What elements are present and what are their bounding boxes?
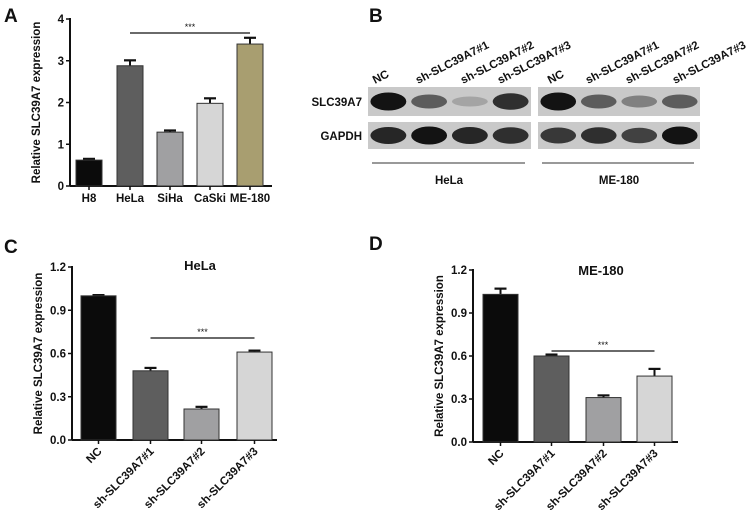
y-tick-label: 0.3: [451, 394, 467, 406]
blot-band: [411, 126, 448, 145]
bar-sh-slc39a7-2: [183, 405, 220, 441]
blot-band: [492, 93, 529, 110]
bar-sh-slc39a7-2: [585, 394, 622, 443]
blot-band: [411, 94, 448, 109]
blot-band: [621, 95, 658, 108]
y-tick-label: 4: [58, 14, 65, 26]
panel-letter-a: A: [4, 6, 18, 27]
chart-c-hela-bar-chart: 0.0 0.3 0.6 0.9 1.2 Relative SLC39A7 expressi…: [33, 258, 277, 511]
chart-d-me180-bar-chart: 0.0 0.3 0.6 0.9 1.2 Relative SLC39A7 expressi…: [434, 263, 678, 513]
blot-band: [580, 127, 617, 144]
blot-lane-label: NC: [371, 68, 391, 86]
bar-nc: [80, 294, 117, 441]
blot-lane-label: sh-SLC39A7#1: [414, 39, 492, 87]
bar-sh-slc39a7-1: [533, 353, 570, 443]
bar-hela: [116, 59, 144, 187]
y-tick-label: 0.3: [50, 392, 66, 404]
y-tick-label: 0.6: [50, 349, 66, 361]
blot-row-label-slc39a7: SLC39A7: [312, 97, 363, 109]
blot-band: [621, 127, 658, 144]
blot-band: [580, 94, 617, 109]
x-tick-label: ME-180: [230, 193, 270, 205]
western-blot: SLC39A7 GAPDH HeLa ME-180 NC sh-SLC39A7#1…: [312, 39, 749, 187]
x-tick-label: HeLa: [116, 193, 145, 205]
bar-caski: [196, 97, 224, 187]
blot-group-label-hela: HeLa: [435, 175, 464, 187]
y-tick-label: 0.6: [451, 351, 467, 363]
blot-band: [661, 126, 698, 145]
y-tick-label: 0.9: [50, 305, 66, 317]
y-tick-label: 0.0: [50, 435, 66, 447]
bar-sh-slc39a7-3: [236, 349, 273, 441]
blot-group-label-me180: ME-180: [599, 175, 639, 187]
bar-me-180: [236, 36, 264, 187]
x-tick-label: NC: [84, 446, 104, 466]
x-tick-label: SiHa: [157, 193, 183, 205]
y-tick-label: 1.2: [451, 265, 467, 277]
bar-nc: [482, 287, 519, 443]
significance-label: ***: [598, 340, 609, 350]
blot-band: [540, 92, 577, 111]
x-tick-label: H8: [82, 193, 97, 205]
blot-band: [451, 127, 488, 144]
y-tick-label: 0.0: [451, 437, 467, 449]
y-tick-label: 0: [58, 181, 64, 193]
blot-band: [540, 127, 577, 144]
bar-h8: [75, 157, 103, 187]
blot-band: [370, 92, 407, 111]
panel-letter-d: D: [369, 234, 383, 255]
bar-sh-slc39a7-3: [636, 367, 673, 443]
bar-siha: [156, 129, 184, 187]
significance-label: ***: [197, 327, 208, 337]
y-tick-label: 1.2: [50, 262, 66, 274]
y-tick-label: 1: [58, 139, 65, 151]
y-tick-label: 0.9: [451, 308, 467, 320]
blot-row-label-gapdh: GAPDH: [320, 131, 362, 143]
bar-sh-slc39a7-1: [132, 366, 169, 441]
chart-title: ME-180: [578, 263, 624, 278]
chart-title: HeLa: [184, 258, 217, 273]
y-axis-label: Relative SLC39A7 expression: [33, 273, 45, 435]
blot-lane-label: NC: [546, 68, 566, 86]
x-tick-label: NC: [486, 448, 506, 468]
blot-band: [370, 127, 407, 144]
panel-letter-b: B: [369, 6, 383, 27]
panel-letter-c: C: [4, 237, 18, 258]
y-axis-label: Relative SLC39A7 expression: [434, 275, 446, 437]
y-tick-label: 2: [58, 98, 64, 110]
y-tick-label: 3: [58, 56, 64, 68]
blot-band: [492, 127, 529, 144]
y-axis-label: Relative SLC39A7 expression: [31, 22, 43, 184]
x-tick-label: CaSki: [194, 193, 226, 205]
blot-band: [451, 96, 488, 107]
significance-label: ***: [185, 22, 196, 32]
chart-a-bar-chart: 0 1 2 3 4 Relative SLC39A7 expression H8 HeLa Si…: [31, 14, 272, 205]
blot-band: [661, 94, 698, 109]
